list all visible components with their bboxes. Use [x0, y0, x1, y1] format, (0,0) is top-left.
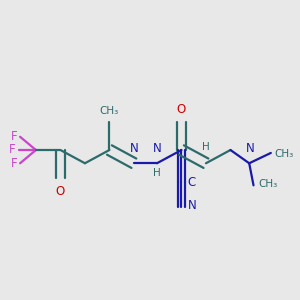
- Text: F: F: [11, 130, 18, 143]
- Text: CH₃: CH₃: [100, 106, 119, 116]
- Text: C: C: [188, 176, 196, 189]
- Text: N: N: [246, 142, 255, 155]
- Text: CH₃: CH₃: [259, 179, 278, 189]
- Text: CH₃: CH₃: [275, 148, 294, 158]
- Text: H: H: [202, 142, 210, 152]
- Text: N: N: [188, 200, 197, 212]
- Text: H: H: [153, 168, 161, 178]
- Text: N: N: [130, 142, 138, 155]
- Text: F: F: [11, 157, 18, 170]
- Text: F: F: [8, 143, 15, 157]
- Text: O: O: [56, 185, 65, 198]
- Text: N: N: [153, 142, 161, 155]
- Text: O: O: [177, 103, 186, 116]
